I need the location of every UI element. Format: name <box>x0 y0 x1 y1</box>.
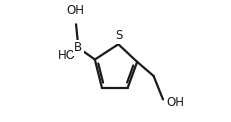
Text: HO: HO <box>58 49 76 62</box>
Text: OH: OH <box>166 96 184 109</box>
Text: OH: OH <box>66 4 84 17</box>
Text: S: S <box>115 30 122 42</box>
Text: B: B <box>74 41 82 54</box>
